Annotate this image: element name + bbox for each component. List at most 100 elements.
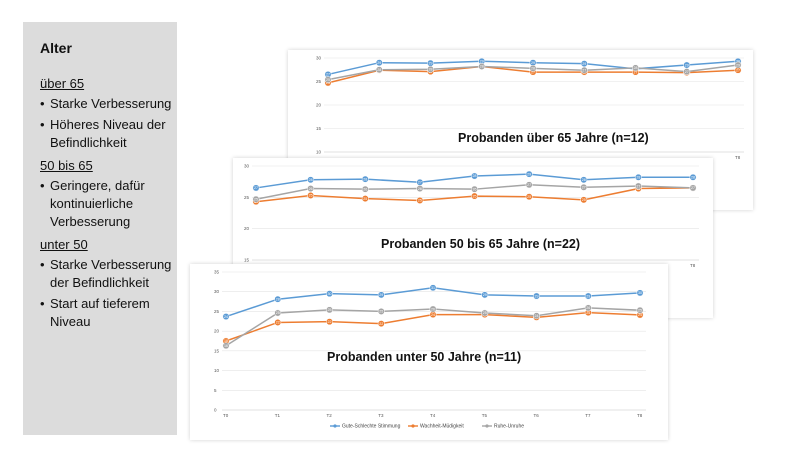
- data-label: 27: [685, 70, 689, 74]
- y-tick-label: 35: [214, 270, 220, 275]
- x-tick-label: T8: [735, 155, 741, 160]
- data-label: 26: [473, 187, 477, 191]
- y-tick-label: 20: [316, 103, 322, 108]
- y-tick-label: 0: [214, 408, 217, 413]
- data-label: 29: [377, 61, 381, 65]
- chart-subtitle: Probanden über 65 Jahre (n=12): [458, 131, 649, 145]
- data-label: 24: [431, 313, 435, 317]
- y-tick-label: 30: [316, 56, 322, 61]
- group-label-under-50: unter 50: [40, 237, 88, 252]
- legend-label: Ruhe-Unruhe: [494, 424, 524, 430]
- data-point: [326, 306, 333, 314]
- data-point: [429, 284, 437, 292]
- data-label: 29: [685, 63, 689, 67]
- data-point: [252, 184, 260, 192]
- data-point: [307, 185, 315, 193]
- data-label: 22: [276, 321, 280, 325]
- legend-marker: [485, 424, 489, 428]
- data-point: [580, 183, 588, 191]
- data-point: [580, 66, 588, 74]
- legend-label: Gute-Schlechte Stimmung: [342, 424, 401, 430]
- data-point: [416, 197, 424, 204]
- data-point: [274, 319, 282, 326]
- data-point: [471, 172, 478, 180]
- chart-subtitle: Probanden 50 bis 65 Jahre (n=22): [381, 237, 580, 251]
- data-label: 27: [691, 186, 695, 190]
- x-tick-label: T6: [534, 413, 540, 418]
- data-label: 28: [429, 67, 433, 71]
- data-point: [481, 309, 489, 317]
- data-label: 25: [326, 78, 330, 82]
- data-label: 25: [379, 310, 383, 314]
- data-label: 27: [634, 70, 638, 74]
- data-point: [683, 68, 691, 76]
- x-tick-label: T5: [482, 413, 488, 418]
- data-point: [377, 307, 385, 315]
- data-point: [326, 290, 333, 298]
- data-point: [375, 66, 383, 74]
- data-label: 26: [431, 307, 435, 311]
- data-point: [307, 176, 315, 184]
- y-tick-label: 25: [316, 79, 322, 84]
- bullet: Starke Verbesserung: [40, 95, 177, 113]
- data-point: [734, 61, 742, 69]
- data-label: 29: [483, 293, 487, 297]
- data-point: [525, 181, 533, 189]
- y-tick-label: 30: [214, 289, 220, 294]
- data-point: [375, 59, 383, 67]
- data-label: 29: [480, 59, 484, 63]
- data-label: 27: [582, 186, 586, 190]
- bullet: Starke Verbesserung der Befindlichkeit: [40, 256, 177, 292]
- chart-subtitle: Probanden unter 50 Jahre (n=11): [327, 350, 521, 364]
- data-label: 27: [527, 183, 531, 187]
- data-point: [584, 292, 592, 300]
- panel-title: Alter: [40, 40, 72, 56]
- data-point: [533, 312, 540, 320]
- data-label: 24: [224, 315, 228, 319]
- data-point: [580, 196, 588, 204]
- data-label: 29: [429, 61, 433, 65]
- data-label: 28: [276, 297, 280, 301]
- data-label: 30: [638, 291, 642, 295]
- y-tick-label: 5: [214, 388, 217, 393]
- data-label: 27: [531, 70, 535, 74]
- data-label: 28: [473, 174, 477, 178]
- chart-slide-under-50: 0 5 10 15 20 25 30 35 T0 T1 T2 T3 T4 T5 T6 T7 T8 24 28 30 29…: [190, 264, 668, 440]
- group-bullets-over-65: Starke Verbesserung Höheres Niveau der B…: [40, 95, 177, 152]
- data-point: [429, 305, 437, 313]
- data-point: [636, 289, 644, 297]
- data-label: 28: [531, 67, 535, 71]
- data-label: 25: [309, 194, 313, 198]
- data-point: [222, 313, 230, 321]
- data-label: 28: [363, 177, 367, 181]
- data-label: 18: [224, 339, 228, 343]
- legend-marker: [411, 424, 415, 428]
- data-label: 25: [586, 311, 590, 315]
- data-label: 28: [582, 178, 586, 182]
- data-label: 25: [328, 308, 332, 312]
- data-point: [478, 63, 486, 70]
- data-label: 29: [586, 294, 590, 298]
- data-label: 29: [736, 59, 740, 63]
- group-bullets-50-to-65: Geringere, dafür kontinuierliche Verbess…: [40, 177, 177, 231]
- x-tick-label: T1: [275, 413, 281, 418]
- data-label: 28: [480, 65, 484, 69]
- data-point: [326, 318, 333, 326]
- y-tick-label: 10: [316, 150, 322, 155]
- data-point: [274, 309, 282, 317]
- data-label: 27: [582, 68, 586, 72]
- data-point: [689, 173, 697, 181]
- data-label: 27: [736, 68, 740, 72]
- legend-label: Wachheit-Müdigkeit: [420, 424, 464, 430]
- data-label: 31: [431, 286, 435, 290]
- data-label: 27: [254, 186, 258, 190]
- data-label: 28: [634, 66, 638, 70]
- data-label: 24: [535, 314, 539, 318]
- x-tick-label: T0: [223, 413, 229, 418]
- data-label: 27: [636, 184, 640, 188]
- x-tick-label: T2: [327, 413, 333, 418]
- data-point: [377, 320, 385, 328]
- data-label: 29: [582, 62, 586, 66]
- data-label: 27: [326, 73, 330, 77]
- data-label: 24: [638, 313, 642, 317]
